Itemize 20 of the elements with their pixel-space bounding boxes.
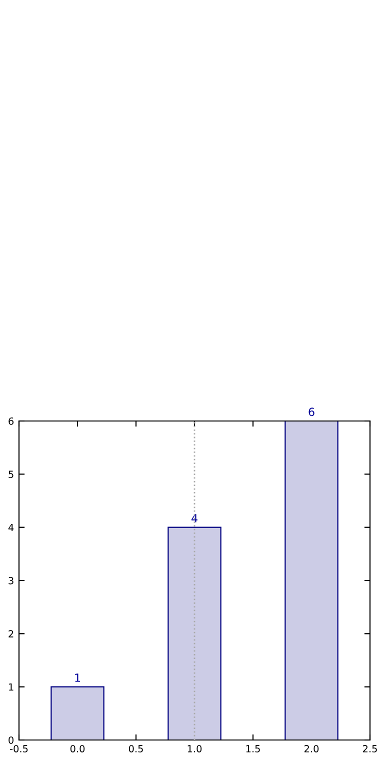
y-tick-label: 4 [8,524,14,532]
y-tick-label: 1 [9,683,14,691]
x-tick-label: 0.0 [70,745,85,752]
y-tick-label: 0 [8,736,14,744]
y-tick-label: 6 [8,417,14,425]
y-tick-label: 2 [8,630,14,638]
x-tick-label: 1.0 [188,745,202,752]
y-tick-label: 3 [8,576,14,584]
bar [168,526,222,740]
y-tick-label: 5 [8,470,14,478]
x-tick-label: 1.5 [246,745,260,752]
x-tick-label: 2.0 [304,745,319,752]
data-label: 4 [192,514,198,522]
bar [284,421,338,740]
x-tick-label: -0.5 [10,745,28,752]
bar [50,686,104,740]
data-label: 6 [308,408,314,416]
data-label: 1 [75,674,80,682]
x-tick-label: 2.5 [362,745,377,752]
x-tick-label: 0.5 [128,745,143,752]
